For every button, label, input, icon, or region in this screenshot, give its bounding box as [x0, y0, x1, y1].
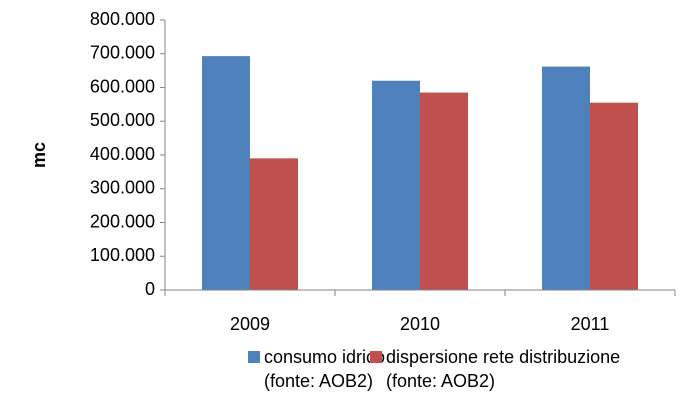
- legend-item: consumo idrico (fonte: AOB2): [248, 345, 385, 393]
- legend-label: dispersione rete distribuzione (fonte: A…: [386, 347, 621, 391]
- x-tick-label: 2010: [400, 314, 440, 334]
- bar: [542, 66, 590, 290]
- y-tick-label: 100.000: [90, 245, 155, 265]
- bar: [590, 102, 638, 290]
- y-tick-label: 0: [145, 279, 155, 299]
- y-tick-label: 300.000: [90, 178, 155, 198]
- legend-label: consumo idrico (fonte: AOB2): [264, 347, 386, 391]
- legend-swatch: [248, 351, 260, 363]
- bar: [250, 158, 298, 290]
- y-tick-label: 500.000: [90, 110, 155, 130]
- bar: [372, 80, 420, 290]
- bar: [202, 56, 250, 290]
- x-tick-label: 2011: [571, 314, 610, 334]
- legend-swatch: [370, 351, 382, 363]
- y-axis-label: mc: [29, 142, 49, 168]
- x-tick-label: 2009: [230, 314, 270, 334]
- chart: mc 0 100.000 200.000 300.000 400.000 500.000 6…: [29, 9, 676, 334]
- y-tick-label: 700.000: [90, 43, 155, 63]
- bar: [420, 92, 468, 290]
- legend-item: dispersione rete distribuzione (fonte: A…: [370, 345, 620, 393]
- y-tick-label: 600.000: [90, 76, 155, 96]
- y-tick-label: 200.000: [90, 211, 155, 231]
- y-tick-label: 400.000: [90, 144, 155, 164]
- y-tick-label: 800.000: [90, 9, 155, 29]
